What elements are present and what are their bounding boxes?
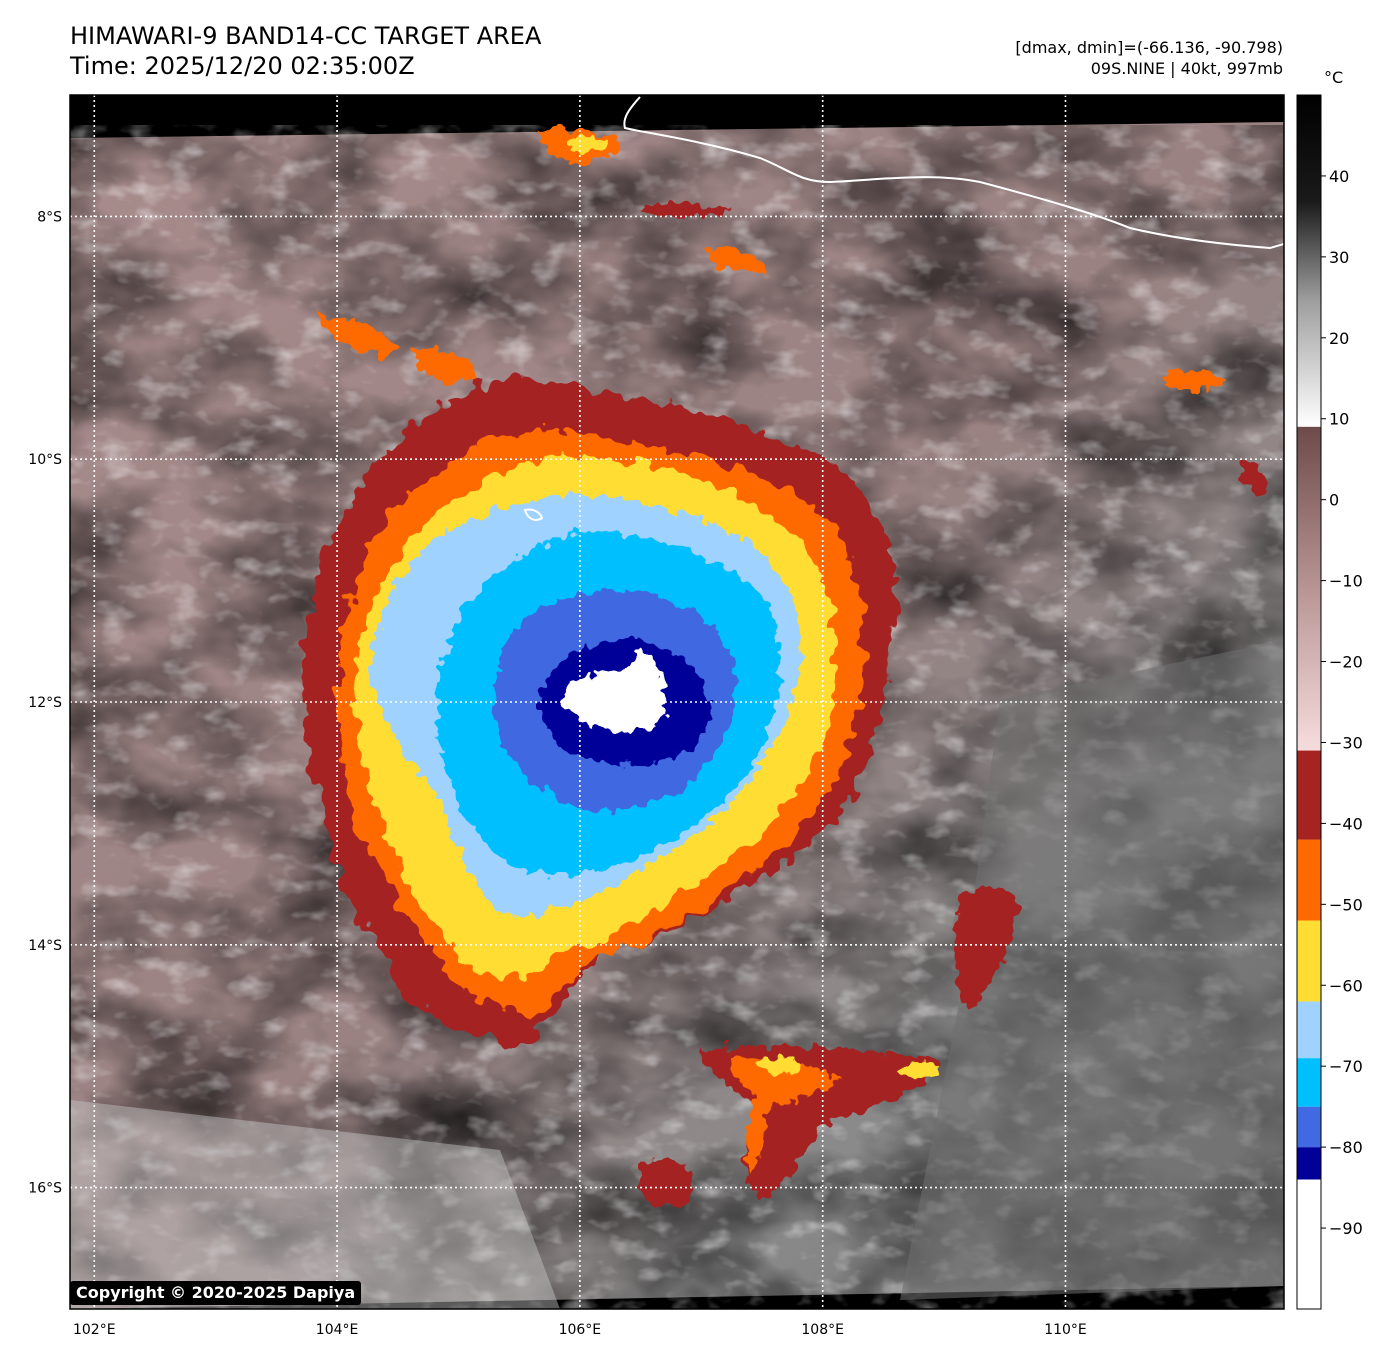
map-frame xyxy=(69,94,1285,1310)
x-axis: 102°E 104°E 106°E 108°E 110°E xyxy=(73,1322,1087,1338)
x-tick-label: 106°E xyxy=(559,1322,602,1338)
colorbar-band-1 xyxy=(1297,1147,1321,1180)
cell-east-red xyxy=(1240,459,1266,497)
colorbar-tick-label: −60 xyxy=(1329,976,1363,995)
title-line-1: HIMAWARI-9 BAND14-CC TARGET AREA xyxy=(70,22,542,50)
y-tick-label: 8°S xyxy=(37,209,62,225)
colorbar-frame xyxy=(1296,94,1322,1310)
colorbar-tick-label: −10 xyxy=(1329,572,1363,591)
band-south-orange xyxy=(730,1058,840,1175)
island-outline xyxy=(523,508,544,521)
colorbar: 40 30 20 10 0 −10 −20 −30 −40 −50 −60 −70 −80 −90 xyxy=(1296,94,1363,1310)
clear-sky-region xyxy=(900,640,1284,1300)
colorbar-tick-label: 20 xyxy=(1329,329,1349,348)
stats-line: [dmax, dmin]=(-66.136, -90.798) xyxy=(1015,38,1283,57)
colorbar-band-5 xyxy=(1297,920,1321,1002)
colorbar-tick-label: 10 xyxy=(1329,410,1349,429)
cell-southeast-yellow xyxy=(902,1062,938,1078)
cell-northwest-orange-2 xyxy=(414,348,480,383)
x-tick-label: 104°E xyxy=(316,1322,359,1338)
y-tick-label: 12°S xyxy=(28,695,62,711)
colorbar-tick-label: 30 xyxy=(1329,248,1349,267)
colorbar-tick-label: 0 xyxy=(1329,491,1339,510)
cell-east-orange xyxy=(1165,369,1225,390)
title-line-2: Time: 2025/12/20 02:35:00Z xyxy=(70,52,415,80)
colorbar-unit: °C xyxy=(1324,68,1344,87)
cell-north-yellow xyxy=(568,135,608,153)
colorbar-warm-segment xyxy=(1297,95,1321,427)
storm-info-line: 09S.NINE | 40kt, 997mb xyxy=(1090,59,1283,78)
colorbar-band-7 xyxy=(1297,750,1321,840)
gridlines xyxy=(70,95,1284,1309)
y-tick-label: 14°S xyxy=(28,938,62,954)
colorbar-tick-label: −30 xyxy=(1329,733,1363,752)
map-area xyxy=(69,94,1285,1310)
colorbar-tick-label: −80 xyxy=(1329,1138,1363,1157)
storm-system xyxy=(302,375,898,1045)
copyright-badge: Copyright © 2020-2025 Dapiya xyxy=(70,1281,362,1305)
colorbar-band-2 xyxy=(1297,1106,1321,1148)
colorbar-tick-label: −90 xyxy=(1329,1219,1363,1238)
colorbar-tick-label: −70 xyxy=(1329,1057,1363,1076)
colorbar-band-0 xyxy=(1297,1179,1321,1309)
low-cloud-region xyxy=(70,1100,560,1309)
colorbar-tick-label: −50 xyxy=(1329,895,1363,914)
colorbar-band-6 xyxy=(1297,839,1321,921)
cell-south-red-2 xyxy=(640,1157,693,1208)
colorbar-tick-label: −20 xyxy=(1329,653,1363,672)
cell-northwest-orange xyxy=(315,315,400,356)
y-axis: 8°S 10°S 12°S 14°S 16°S xyxy=(28,209,62,1196)
y-tick-label: 10°S xyxy=(28,452,62,468)
colorbar-mid-segment xyxy=(1297,426,1321,751)
cell-north-orange-2 xyxy=(710,248,765,273)
colorbar-band-4 xyxy=(1297,1001,1321,1059)
cell-south-yellow xyxy=(758,1056,802,1074)
coastline xyxy=(623,96,1284,250)
colorbar-tick-label: −40 xyxy=(1329,814,1363,833)
outer-convective-cells xyxy=(315,129,1266,1208)
x-tick-label: 108°E xyxy=(801,1322,844,1338)
y-tick-label: 16°S xyxy=(28,1181,62,1197)
x-tick-label: 102°E xyxy=(73,1322,116,1338)
colorbar-band-3 xyxy=(1297,1058,1321,1107)
colorbar-tick-label: 40 xyxy=(1329,167,1349,186)
cell-north-red xyxy=(640,202,730,217)
cell-southeast-red xyxy=(954,886,1020,1010)
x-tick-label: 110°E xyxy=(1044,1322,1087,1338)
coldest-cloud-tops xyxy=(561,650,667,733)
